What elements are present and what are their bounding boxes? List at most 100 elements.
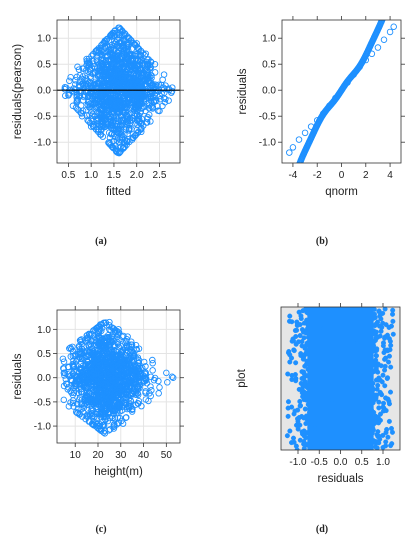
qq-point (286, 195, 292, 201)
y-tick-label: -0.5 (259, 112, 277, 123)
residual-point (63, 381, 71, 388)
qq-point (381, 20, 385, 21)
residual-point (388, 425, 394, 431)
residual-point (298, 316, 304, 322)
residual-point (287, 428, 293, 434)
residual-point (127, 75, 135, 82)
series-point (106, 138, 113, 146)
residual-point (141, 71, 148, 78)
residual-point (124, 130, 131, 138)
residual-point (76, 394, 84, 401)
residual-point (110, 81, 118, 88)
residual-point (94, 49, 102, 56)
residual-point (73, 99, 80, 106)
series-point (368, 50, 376, 58)
series-point (115, 24, 122, 32)
residual-point (78, 345, 86, 353)
qq-point (384, 5, 390, 11)
residual-point (112, 87, 119, 95)
residual-point (142, 363, 149, 370)
series-point (92, 47, 99, 55)
series-point (97, 131, 104, 138)
residual-point (110, 78, 117, 86)
residual-point (85, 399, 92, 406)
residual-point (124, 56, 132, 64)
residual-point (144, 66, 151, 74)
residual-point (99, 122, 106, 129)
residual-point (99, 404, 106, 412)
residual-point (79, 413, 86, 420)
residual-point (60, 382, 68, 390)
qq-point (386, 0, 392, 2)
series-point (133, 40, 140, 47)
series-point (65, 92, 72, 99)
series-point (60, 369, 68, 377)
residual-point (103, 75, 111, 82)
residual-point (125, 64, 132, 71)
residual-point (115, 419, 122, 427)
residual-point (115, 47, 122, 55)
residual-point (383, 439, 389, 445)
qq-point (288, 188, 294, 194)
residual-point (105, 365, 113, 372)
residual-point (138, 79, 145, 87)
residual-point (80, 402, 88, 409)
residual-point (98, 48, 106, 55)
series-point (160, 71, 168, 78)
series-point (69, 352, 77, 360)
residual-point (145, 111, 153, 119)
x-tick-label: 0 (339, 170, 345, 181)
residual-point (132, 389, 139, 396)
residual-point (134, 88, 141, 95)
series-point (124, 34, 131, 42)
series-point (390, 23, 397, 31)
x-tick-label: 40 (138, 450, 150, 461)
data-points (286, 0, 397, 201)
residual-point (75, 92, 83, 99)
residual-point (102, 72, 109, 79)
residual-point (85, 363, 92, 371)
series-point (163, 369, 170, 377)
y-tick-label: 0.0 (262, 86, 276, 97)
y-tick-label: 1.0 (37, 325, 51, 336)
series-point (110, 425, 118, 432)
x-axis-label: qnorm (325, 186, 358, 198)
series-point (151, 60, 159, 68)
residual-point (94, 347, 101, 355)
residual-point (115, 149, 123, 157)
residual-point (137, 371, 145, 378)
residual-point (88, 90, 95, 98)
residual-point (124, 370, 132, 377)
residual-point (132, 66, 139, 73)
residual-point (122, 378, 130, 385)
residual-point (380, 343, 386, 349)
residual-point (93, 46, 101, 54)
series-point (142, 50, 150, 58)
series-point (97, 321, 104, 328)
residual-point (111, 414, 119, 422)
residual-point (134, 115, 142, 123)
residual-point (126, 115, 134, 122)
series-point (128, 408, 136, 415)
residual-point (95, 323, 103, 330)
residual-point (296, 309, 302, 315)
y-tick-label: 0.0 (37, 86, 51, 97)
x-tick-label: -2 (313, 170, 322, 181)
residual-point (136, 99, 144, 107)
residual-point (299, 339, 305, 345)
residual-point (297, 403, 303, 409)
y-tick-label: 0.5 (37, 60, 51, 71)
residual-point (134, 385, 141, 393)
x-tick-label: 1.5 (107, 170, 121, 181)
series-point (289, 144, 297, 151)
y-axis-label: residuals (237, 68, 249, 114)
panel-caption: (c) (95, 524, 106, 535)
residual-point (104, 393, 111, 400)
residual-point (78, 110, 85, 117)
residual-point (101, 85, 108, 92)
residual-point (94, 330, 102, 338)
residual-point (74, 363, 81, 370)
y-tick-label: -1.0 (259, 138, 277, 149)
residual-point (67, 344, 74, 351)
